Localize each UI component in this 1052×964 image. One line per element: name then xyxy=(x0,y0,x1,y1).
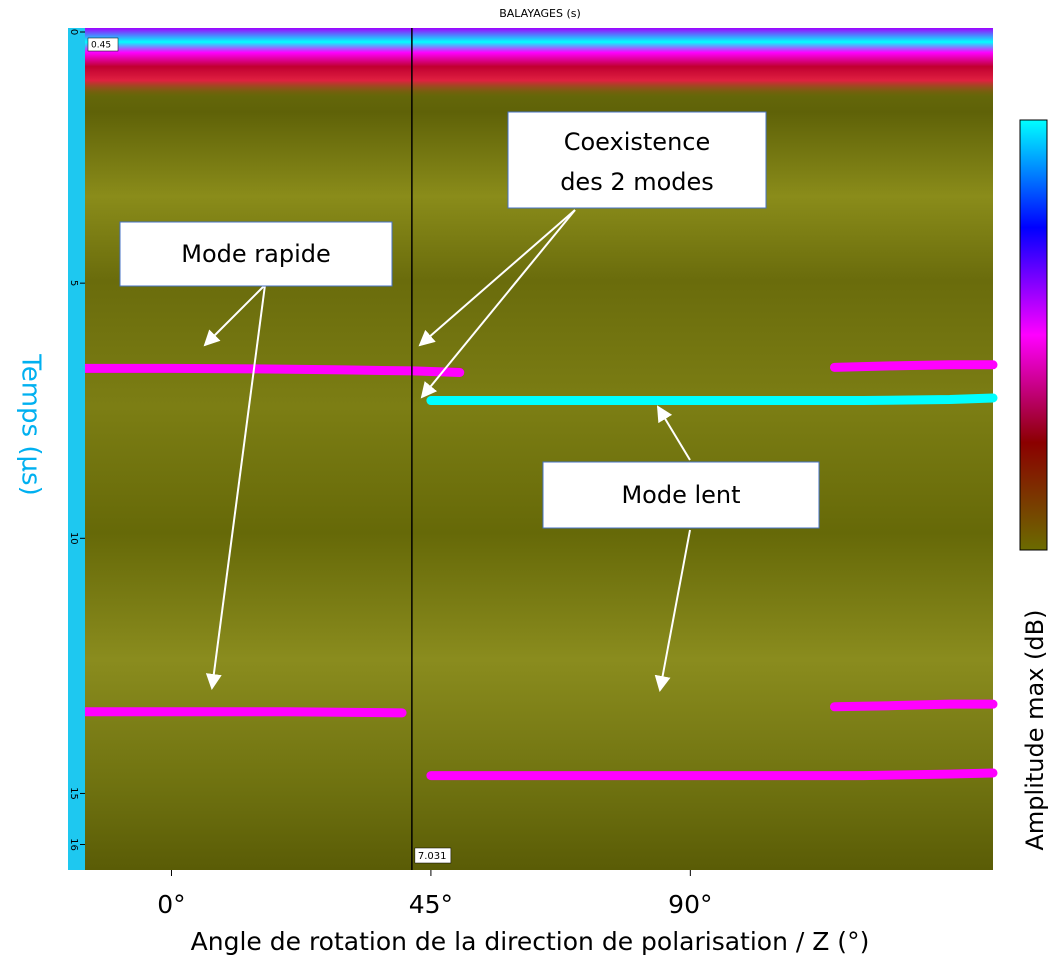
x-tick-label: 90° xyxy=(668,890,712,919)
arrows xyxy=(203,209,691,692)
annotation: des 2 modes xyxy=(560,168,714,196)
chart-title: BALAYAGES (s) xyxy=(499,7,581,20)
annotation-box xyxy=(507,111,767,209)
colorbar xyxy=(1019,119,1048,551)
echo xyxy=(829,699,998,712)
annotation: Mode rapide xyxy=(181,240,331,268)
echo xyxy=(829,360,998,372)
y-tick-label: 0 xyxy=(68,29,79,35)
annotation-box xyxy=(119,221,393,287)
colorbar-label: Amplitude max (dB) xyxy=(1021,610,1049,851)
echo xyxy=(80,707,407,718)
y-tick-label: 15 xyxy=(68,787,79,800)
y-tick-label: 16 xyxy=(68,838,79,851)
x-tick-label: 45° xyxy=(409,890,453,919)
echo xyxy=(426,393,998,406)
x-axis-label: Angle de rotation de la direction de pol… xyxy=(191,927,870,956)
annotation: Mode lent xyxy=(621,481,740,509)
y-axis-strip xyxy=(68,28,85,870)
annotation-box xyxy=(542,461,820,529)
y-tick-label: 5 xyxy=(68,280,79,286)
cursor-label-box xyxy=(414,847,452,864)
top-label-box xyxy=(87,37,119,52)
y-axis-label: Temps (µs) xyxy=(16,353,46,495)
top-label: 0.45 xyxy=(91,41,111,51)
annotation: Coexistence xyxy=(564,128,711,156)
surface-echo xyxy=(85,28,993,98)
x-tick-label: 0° xyxy=(157,890,185,919)
echo xyxy=(426,768,998,781)
cursor-label: 7.031 xyxy=(418,851,447,862)
echo xyxy=(80,363,465,377)
y-tick-label: 10 xyxy=(68,532,79,545)
